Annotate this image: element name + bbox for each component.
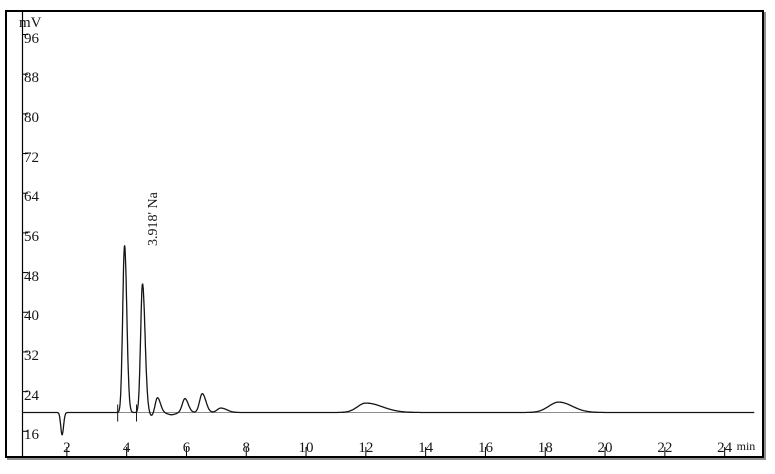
peak-annotation-na: 3.918' Na [146,192,162,246]
x-tick-label: 22 [657,440,673,456]
x-tick-label: 12 [358,440,374,456]
y-tick-label: 56 [24,228,39,245]
x-tick-label: 2 [63,440,71,456]
chromatogram-trace [22,245,755,436]
x-tick-label: 10 [298,440,314,456]
x-tick-label: 4 [122,440,131,456]
y-tick-label: 48 [24,268,39,285]
y-tick-label: 72 [24,149,39,166]
y-tick-label: 64 [24,189,39,206]
y-axis-unit-label: mV [19,15,42,31]
y-tick-label: 40 [24,308,39,325]
plot-frame [5,10,764,458]
x-tick-label: 20 [597,440,613,456]
x-tick-label: 8 [242,440,251,456]
y-tick-label: 88 [24,70,39,87]
y-tick-label: 80 [24,109,39,126]
y-tick-label: 32 [24,347,39,364]
x-tick-label: 6 [182,440,191,456]
y-tick-label: 96 [24,30,39,47]
y-tick-label: 16 [24,427,39,444]
x-tick-label: 24 [717,440,733,456]
x-axis-unit-label: min [736,439,756,453]
x-tick-label: 16 [477,440,493,456]
y-tick-label: 24 [24,387,39,404]
x-tick-label: 18 [537,440,553,456]
x-tick-label: 14 [418,440,434,456]
